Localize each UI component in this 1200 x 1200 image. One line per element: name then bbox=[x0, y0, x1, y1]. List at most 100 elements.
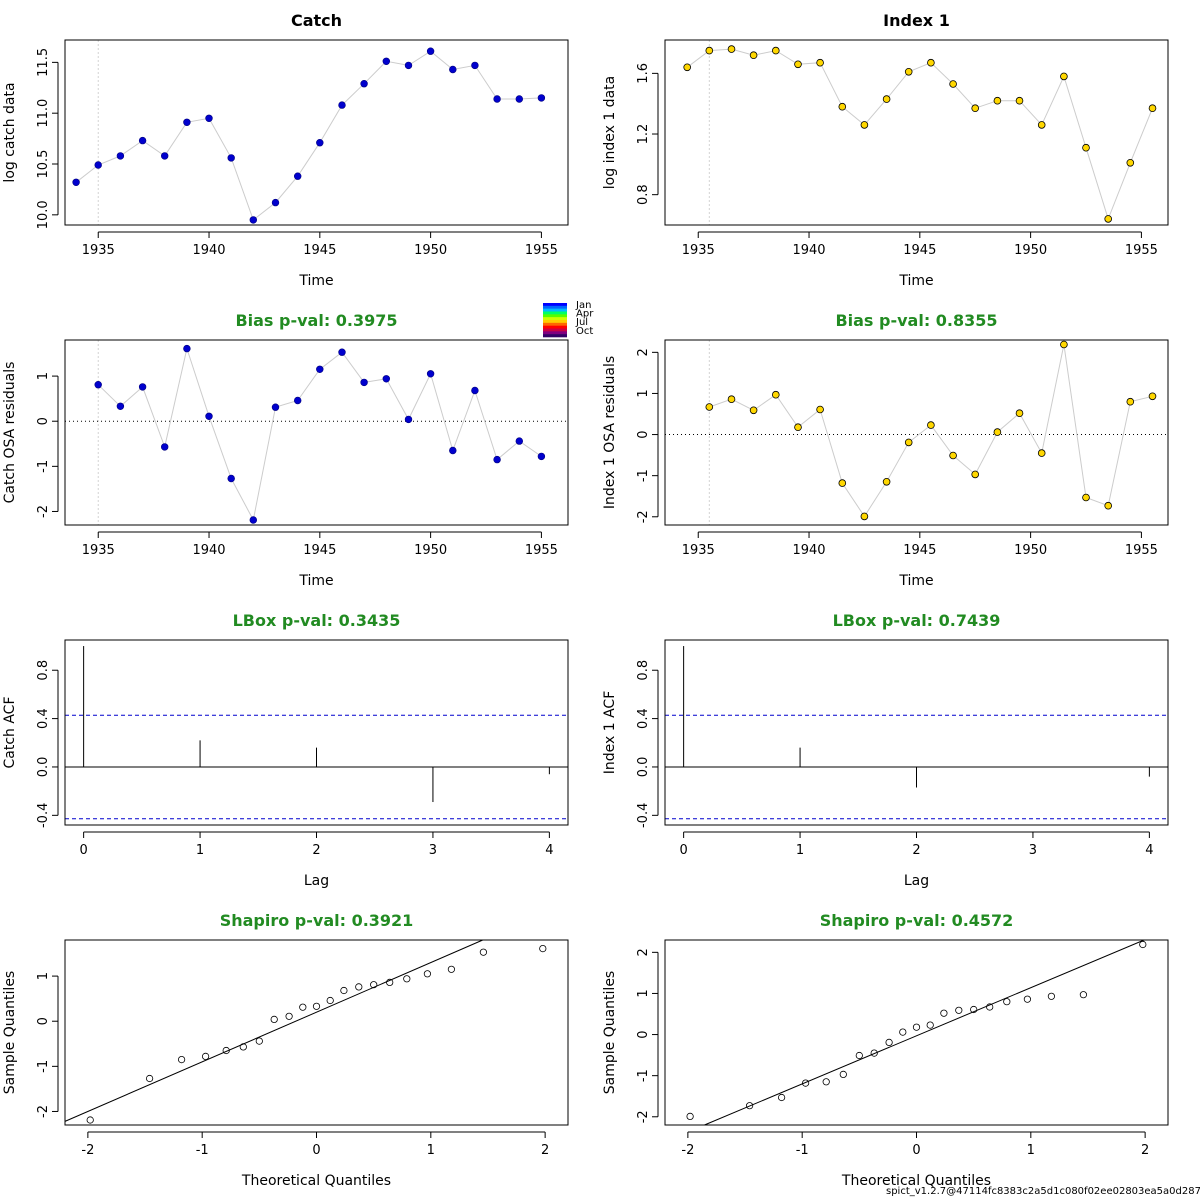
data-point bbox=[146, 1074, 154, 1083]
data-point bbox=[404, 415, 413, 424]
y-tick-label: 1.6 bbox=[636, 63, 651, 84]
x-tick-label: 1950 bbox=[414, 243, 447, 258]
y-tick-label: 11.0 bbox=[36, 99, 51, 128]
data-point bbox=[471, 386, 479, 395]
legend-color-swatch bbox=[543, 322, 567, 326]
data-point bbox=[270, 1015, 278, 1024]
y-tick-label: 0.0 bbox=[636, 757, 651, 778]
x-tick-label: 1935 bbox=[682, 543, 715, 558]
x-tick-label: 0 bbox=[912, 1143, 920, 1158]
x-tick-label: 1940 bbox=[792, 543, 825, 558]
legend-month-label: Jan bbox=[575, 300, 591, 311]
version-footer: spict_v1.2.7@47114fc8383c2a5d1c080f02ee0… bbox=[886, 1186, 1200, 1197]
data-point bbox=[1037, 449, 1046, 457]
x-tick-label: 1 bbox=[796, 843, 804, 858]
data-point bbox=[1023, 995, 1032, 1003]
x-tick-label: 1935 bbox=[82, 543, 115, 558]
data-point bbox=[885, 1038, 893, 1047]
y-tick-label: 0 bbox=[36, 417, 51, 425]
data-point bbox=[355, 983, 363, 991]
data-point bbox=[312, 1002, 321, 1010]
x-tick-label: 1950 bbox=[1014, 543, 1047, 558]
y-tick-label: -2 bbox=[636, 1110, 651, 1123]
series-line bbox=[97, 346, 542, 522]
x-tick-label: 4 bbox=[545, 843, 553, 858]
y-tick-label: -2 bbox=[36, 505, 51, 518]
data-point bbox=[1139, 940, 1147, 949]
data-point bbox=[1126, 159, 1135, 167]
x-axis-label: Time bbox=[898, 573, 933, 589]
data-point bbox=[299, 1003, 307, 1011]
data-point bbox=[537, 94, 546, 102]
legend-month-label: Apr bbox=[576, 309, 594, 320]
data-point bbox=[705, 46, 714, 55]
y-tick-label: 10.5 bbox=[36, 150, 51, 179]
data-point bbox=[479, 948, 487, 956]
y-axis-label: Sample Quantiles bbox=[602, 971, 618, 1094]
data-point bbox=[1082, 143, 1090, 152]
data-point bbox=[161, 152, 169, 160]
data-point bbox=[370, 981, 378, 989]
data-point bbox=[940, 1009, 948, 1017]
data-point bbox=[386, 978, 394, 987]
panel-title: LBox p-val: 0.3435 bbox=[233, 611, 401, 630]
data-point bbox=[683, 63, 691, 72]
x-tick-label: 1955 bbox=[1125, 243, 1158, 258]
plot-frame bbox=[664, 39, 1169, 226]
data-point bbox=[116, 402, 125, 410]
x-tick-label: 3 bbox=[429, 843, 437, 858]
y-tick-label: 11.5 bbox=[36, 48, 51, 77]
data-point bbox=[423, 970, 431, 978]
x-tick-label: 1935 bbox=[682, 243, 715, 258]
series-line bbox=[75, 50, 542, 221]
data-point bbox=[403, 975, 411, 983]
y-tick-label: 0.8 bbox=[36, 660, 51, 681]
data-point bbox=[870, 1049, 878, 1057]
data-point bbox=[340, 986, 348, 995]
data-point bbox=[1015, 96, 1024, 105]
data-point bbox=[1015, 409, 1024, 418]
y-tick-label: 0 bbox=[36, 1017, 51, 1025]
data-point bbox=[904, 68, 913, 76]
data-point bbox=[449, 65, 457, 74]
x-axis-label: Theoretical Quantiles bbox=[841, 1173, 991, 1189]
x-tick-label: 3 bbox=[1029, 843, 1037, 858]
data-point bbox=[222, 1046, 230, 1055]
y-axis-label: Catch OSA residuals bbox=[2, 362, 18, 504]
data-point bbox=[749, 406, 758, 415]
y-tick-label: -1 bbox=[636, 469, 651, 482]
data-point bbox=[285, 1012, 293, 1020]
plot-frame bbox=[64, 939, 569, 1126]
data-point bbox=[860, 512, 869, 521]
data-point bbox=[882, 95, 891, 103]
x-tick-label: 1955 bbox=[1125, 543, 1158, 558]
y-tick-label: -0.4 bbox=[636, 803, 651, 828]
data-point bbox=[1037, 121, 1046, 129]
data-point bbox=[360, 378, 368, 387]
panel-index-acf: LBox p-val: 0.7439 0 1 2 3 4 -0.4 0.0 0.4 0.8 Lag I… bbox=[602, 611, 1169, 889]
series-line bbox=[709, 344, 1153, 518]
data-point bbox=[855, 1051, 863, 1060]
legend-month-label: Oct bbox=[576, 326, 593, 337]
data-point bbox=[801, 1079, 810, 1087]
data-point bbox=[970, 1005, 978, 1014]
data-point bbox=[822, 1078, 830, 1086]
data-point bbox=[749, 51, 758, 59]
x-tick-label: -2 bbox=[681, 1143, 694, 1158]
x-tick-label: 2 bbox=[1141, 1143, 1149, 1158]
data-point bbox=[777, 1093, 786, 1102]
y-tick-label: 1 bbox=[636, 389, 651, 397]
data-point bbox=[1104, 215, 1112, 223]
data-point bbox=[338, 348, 346, 356]
data-point bbox=[771, 46, 780, 55]
data-point bbox=[404, 61, 413, 70]
qq-reference-line bbox=[64, 939, 483, 1122]
y-tick-label: 0 bbox=[636, 430, 651, 438]
data-point bbox=[316, 139, 324, 147]
data-point bbox=[1126, 397, 1135, 406]
x-tick-label: 1950 bbox=[1014, 243, 1047, 258]
y-tick-label: 1 bbox=[36, 972, 51, 980]
y-tick-label: 1 bbox=[636, 989, 651, 997]
data-point bbox=[860, 121, 869, 129]
data-point bbox=[449, 446, 457, 455]
